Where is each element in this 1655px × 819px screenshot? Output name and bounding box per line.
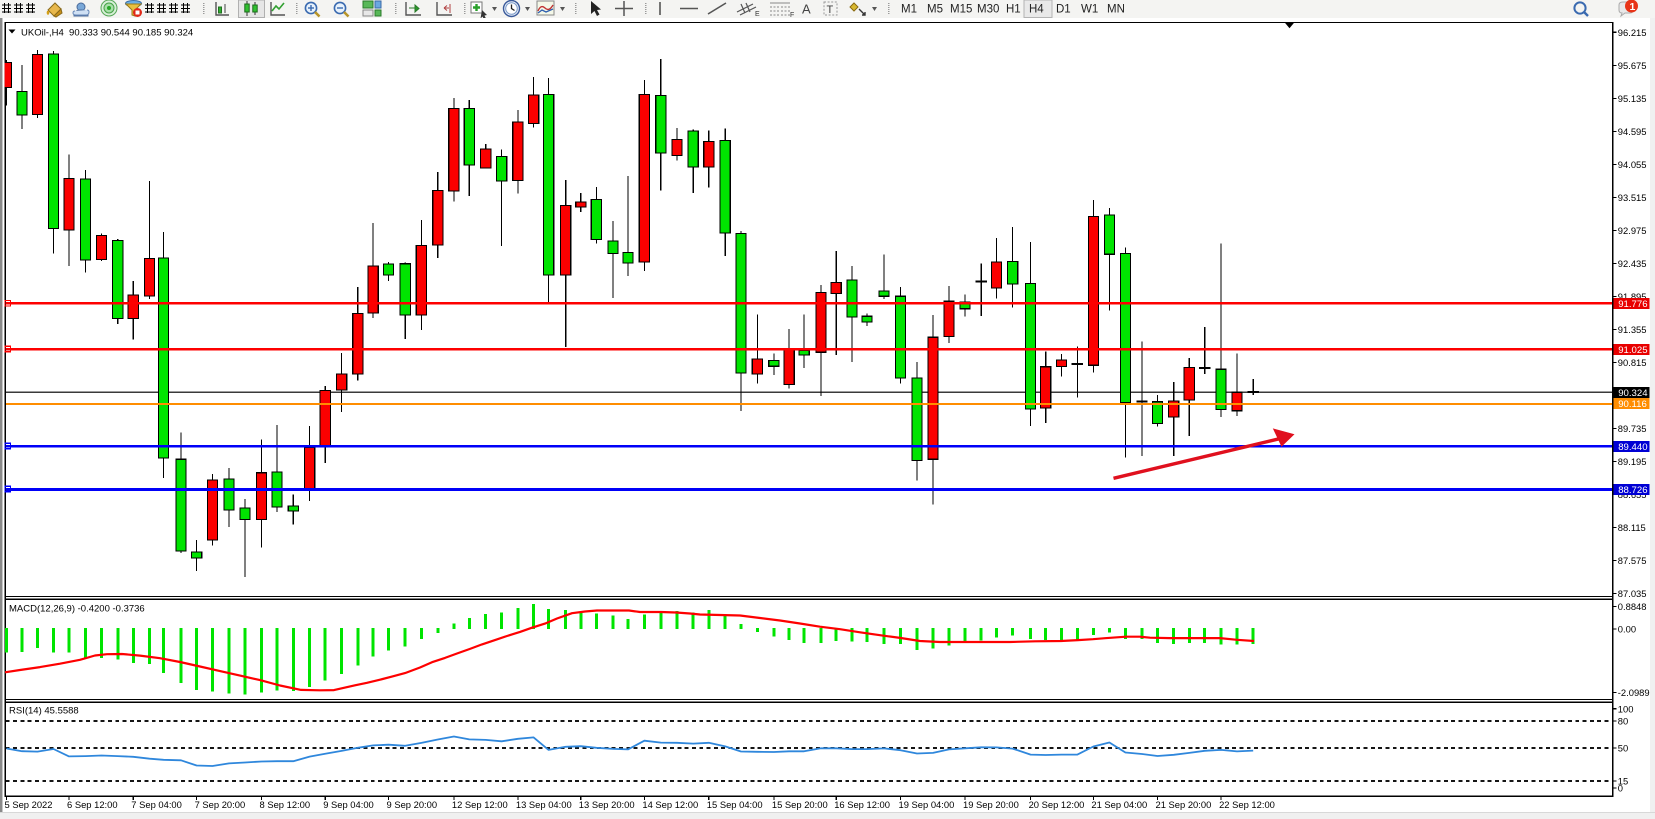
svg-text:E: E bbox=[755, 11, 760, 18]
svg-text:93.515: 93.515 bbox=[1618, 192, 1647, 203]
svg-text:8 Sep 12:00: 8 Sep 12:00 bbox=[260, 799, 311, 810]
svg-text:89.735: 89.735 bbox=[1618, 423, 1647, 434]
svg-text:0: 0 bbox=[1618, 783, 1623, 794]
svg-text:UKOil-,H4 90.333 90.544 90.18: UKOil-,H4 90.333 90.544 90.185 90.324 bbox=[21, 28, 193, 39]
svg-text:13 Sep 04:00: 13 Sep 04:00 bbox=[516, 799, 572, 810]
svg-text:94.595: 94.595 bbox=[1618, 126, 1647, 137]
svg-text:13 Sep 20:00: 13 Sep 20:00 bbox=[579, 799, 635, 810]
svg-text:RSI(14) 45.5588: RSI(14) 45.5588 bbox=[9, 706, 79, 717]
svg-text:M5: M5 bbox=[927, 4, 943, 16]
svg-text:22 Sep 12:00: 22 Sep 12:00 bbox=[1219, 799, 1275, 810]
svg-text:7 Sep 20:00: 7 Sep 20:00 bbox=[195, 799, 246, 810]
svg-text:9 Sep 04:00: 9 Sep 04:00 bbox=[323, 799, 374, 810]
svg-text:MN: MN bbox=[1107, 4, 1125, 16]
svg-text:87.035: 87.035 bbox=[1618, 588, 1647, 599]
svg-text:90.116: 90.116 bbox=[1618, 399, 1647, 410]
svg-text:87.575: 87.575 bbox=[1618, 555, 1647, 566]
svg-text:0.8848: 0.8848 bbox=[1618, 601, 1647, 612]
svg-text:90.815: 90.815 bbox=[1618, 357, 1647, 368]
svg-text:94.055: 94.055 bbox=[1618, 159, 1647, 170]
svg-text:7 Sep 04:00: 7 Sep 04:00 bbox=[131, 799, 182, 810]
svg-text:89.195: 89.195 bbox=[1618, 456, 1647, 467]
svg-text:88.115: 88.115 bbox=[1618, 522, 1646, 533]
svg-text:89.440: 89.440 bbox=[1618, 442, 1647, 453]
svg-text:9 Sep 20:00: 9 Sep 20:00 bbox=[387, 799, 438, 810]
svg-text:20 Sep 12:00: 20 Sep 12:00 bbox=[1029, 799, 1085, 810]
svg-text:21 Sep 04:00: 21 Sep 04:00 bbox=[1091, 799, 1147, 810]
svg-text:M30: M30 bbox=[977, 4, 999, 16]
svg-text:80: 80 bbox=[1618, 716, 1628, 727]
svg-text:15 Sep 04:00: 15 Sep 04:00 bbox=[707, 799, 763, 810]
svg-text:12 Sep 12:00: 12 Sep 12:00 bbox=[452, 799, 508, 810]
svg-text:19 Sep 20:00: 19 Sep 20:00 bbox=[963, 799, 1019, 810]
svg-text:H4: H4 bbox=[1029, 4, 1044, 16]
svg-text:92.435: 92.435 bbox=[1618, 258, 1647, 269]
svg-text:T: T bbox=[827, 4, 834, 16]
svg-text:19 Sep 04:00: 19 Sep 04:00 bbox=[899, 799, 955, 810]
svg-text:M1: M1 bbox=[901, 4, 917, 16]
svg-text:91.025: 91.025 bbox=[1618, 345, 1647, 356]
svg-text:100: 100 bbox=[1618, 703, 1634, 714]
svg-text:5 Sep 2022: 5 Sep 2022 bbox=[5, 799, 53, 810]
svg-text:91.776: 91.776 bbox=[1618, 299, 1647, 310]
svg-text:91.355: 91.355 bbox=[1618, 324, 1647, 335]
svg-text:14 Sep 12:00: 14 Sep 12:00 bbox=[642, 799, 698, 810]
svg-text:15: 15 bbox=[1618, 776, 1628, 787]
svg-text:H1: H1 bbox=[1006, 4, 1021, 16]
svg-text:D1: D1 bbox=[1056, 4, 1071, 16]
svg-text:16 Sep 12:00: 16 Sep 12:00 bbox=[834, 799, 890, 810]
svg-text:21 Sep 20:00: 21 Sep 20:00 bbox=[1156, 799, 1212, 810]
svg-text:6 Sep 12:00: 6 Sep 12:00 bbox=[67, 799, 118, 810]
svg-text:1: 1 bbox=[1630, 1, 1636, 13]
svg-text:95.675: 95.675 bbox=[1618, 60, 1647, 71]
svg-text:W1: W1 bbox=[1081, 4, 1098, 16]
svg-text:50: 50 bbox=[1618, 743, 1628, 754]
svg-text:92.975: 92.975 bbox=[1618, 225, 1647, 236]
svg-text:15 Sep 20:00: 15 Sep 20:00 bbox=[772, 799, 828, 810]
svg-text:96.215: 96.215 bbox=[1618, 27, 1647, 38]
svg-text:88.726: 88.726 bbox=[1618, 485, 1647, 496]
svg-text:M15: M15 bbox=[950, 4, 972, 16]
svg-text:95.135: 95.135 bbox=[1618, 93, 1647, 104]
svg-text:0.00: 0.00 bbox=[1618, 624, 1636, 635]
svg-text:91.895: 91.895 bbox=[1618, 291, 1647, 302]
svg-text:F: F bbox=[790, 12, 794, 18]
svg-text:A: A bbox=[802, 2, 811, 17]
svg-text:-2.0989: -2.0989 bbox=[1618, 687, 1650, 698]
svg-text:90.324: 90.324 bbox=[1618, 388, 1648, 399]
svg-text:MACD(12,26,9) -0.4200 -0.3736: MACD(12,26,9) -0.4200 -0.3736 bbox=[9, 604, 145, 615]
